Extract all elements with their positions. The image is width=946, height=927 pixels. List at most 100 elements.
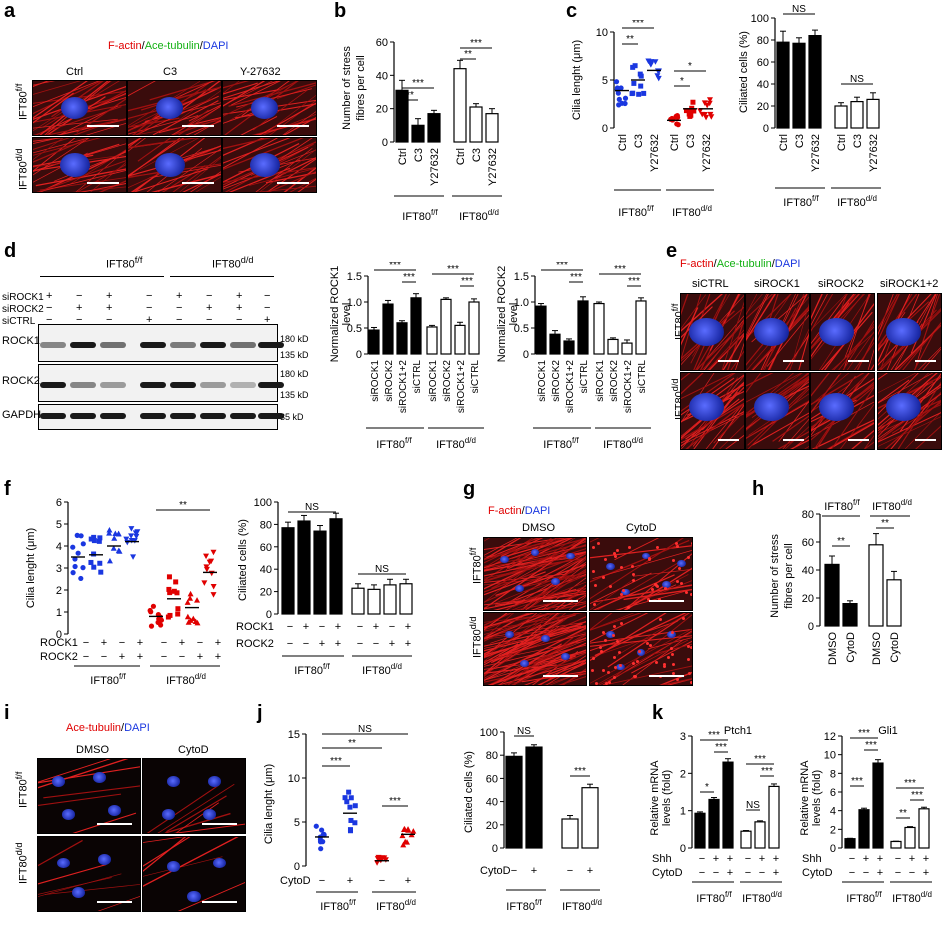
chart-f1-point xyxy=(210,584,217,590)
chart-k1-sig: NS xyxy=(746,800,760,811)
chart-d2-ylabel: level xyxy=(508,303,520,326)
chart-f1-point xyxy=(148,609,154,615)
chart-d1-xtick: siCTRL xyxy=(470,360,481,394)
chart-d1-xtick: siROCK1 xyxy=(370,360,381,402)
nucleus xyxy=(166,861,181,872)
blot-sign: + xyxy=(206,302,213,314)
chart-f1-sign: − xyxy=(83,651,89,663)
chart-c2-xtick: Ctrl xyxy=(778,134,790,151)
chart-c1-sig: * xyxy=(680,76,684,87)
chart-f1-point xyxy=(91,551,97,557)
chart-f2-sign: − xyxy=(287,638,293,650)
fibre-texture xyxy=(38,759,140,833)
panel-letter-e: e xyxy=(666,240,678,262)
panel-a-row1-label: IFT80f/f xyxy=(14,83,30,120)
chart-d1-ytick-label: 1.5 xyxy=(347,271,362,283)
chart-k2-sign: + xyxy=(923,853,929,865)
blot-band xyxy=(40,342,66,348)
chart-f1-point xyxy=(201,580,208,586)
chart-f2-sign: + xyxy=(405,621,411,633)
blot-band xyxy=(70,413,96,419)
chart-k2-bar xyxy=(918,808,930,849)
micrograph-image xyxy=(810,372,875,450)
chart-f1-point xyxy=(96,538,102,544)
chart-f2-rock1-label: ROCK1 xyxy=(236,621,274,633)
chart-f1-point xyxy=(106,530,113,536)
blot-band xyxy=(40,413,66,419)
chart-k2-ytick-label: 10 xyxy=(824,750,836,762)
chart-k1-sign: + xyxy=(759,853,765,865)
panel-a-stain-title: F-actin/Ace-tubulin/DAPI xyxy=(108,40,228,52)
chart-j1-point xyxy=(319,827,325,833)
chart-f1-point xyxy=(174,590,180,596)
blot-band xyxy=(200,382,226,388)
signal-spot xyxy=(663,664,667,668)
chart-f2-ytick-label: 100 xyxy=(254,497,272,509)
chart-c1-xtick: Ctrl xyxy=(669,134,681,151)
blot-band xyxy=(100,382,126,388)
panel-a-col-ctrl: Ctrl xyxy=(66,66,84,78)
chart-c1-point xyxy=(648,60,655,67)
chart-d2-bar xyxy=(621,342,633,355)
chart-f2-sign: − xyxy=(373,638,379,650)
chart-j1-sig: *** xyxy=(389,796,401,807)
chart-h-ytick-label: 80 xyxy=(802,509,814,521)
chart-k1-sig: *** xyxy=(754,754,766,765)
signal-spot xyxy=(679,581,683,585)
chart-f1-group-label: IFT80d/d xyxy=(166,672,206,687)
scale-bar xyxy=(847,360,869,362)
chart-d2-bar xyxy=(635,300,647,355)
chart-f2-bar xyxy=(399,583,413,615)
chart-j1-point xyxy=(410,828,417,834)
blot-sign: − xyxy=(146,302,153,314)
chart-f1-point xyxy=(165,614,171,620)
chart-b-xtick: Ctrl xyxy=(455,148,467,165)
chart-d2-sig: *** xyxy=(614,264,626,275)
nucleus xyxy=(156,97,184,119)
panel-letter-j: j xyxy=(257,702,263,724)
chart-j1-point xyxy=(342,795,348,801)
chart-j2-cytod-label: CytoD xyxy=(480,865,511,877)
chart-j1-ytick-label: 0 xyxy=(294,861,300,873)
chart-c2-xtick: Y27632 xyxy=(868,134,880,172)
chart-j1-point xyxy=(374,860,381,866)
chart-f2-sign: + xyxy=(335,621,341,633)
signal-spot xyxy=(619,622,623,626)
scale-bar xyxy=(276,182,309,184)
chart-j2-ytick-label: 100 xyxy=(480,727,498,739)
chart-d1-xtick: siROCK1+2 xyxy=(456,360,467,414)
fibre-texture xyxy=(590,538,692,610)
chart-f1-sign: + xyxy=(215,651,221,663)
chart-c1-point xyxy=(637,71,643,77)
chart-c2-bar xyxy=(792,42,806,129)
chart-j1-point xyxy=(347,827,353,833)
chart-f2-rock2-label: ROCK2 xyxy=(236,638,274,650)
chart-f2-sign: + xyxy=(303,621,309,633)
chart-k1-sign: − xyxy=(759,867,765,879)
chart-f2-sign: − xyxy=(303,638,309,650)
chart-f1-sign: − xyxy=(197,637,203,649)
chart-f1-point xyxy=(75,550,81,556)
chart-f2-group-label: IFT80d/d xyxy=(362,662,402,677)
nucleus xyxy=(161,809,176,820)
scale-bar xyxy=(202,901,237,903)
chart-c1-ytick-label: 0 xyxy=(602,123,608,135)
chart-d2-sig: *** xyxy=(556,262,568,271)
chart-k1-group-label: IFT80d/d xyxy=(742,890,782,905)
chart-c1-point xyxy=(675,122,681,128)
chart-f1-point xyxy=(123,536,130,543)
signal-spot xyxy=(602,575,606,579)
chart-c1-point xyxy=(645,58,652,65)
signal-spot xyxy=(682,617,686,621)
blot-band xyxy=(230,342,256,348)
chart-d2-xtick: siROCK1 xyxy=(537,360,548,402)
chart-f1-point xyxy=(133,533,140,540)
chart-b-bar xyxy=(485,113,499,143)
signal-spot xyxy=(614,554,618,558)
chart-k2-ytick-label: 4 xyxy=(830,806,836,818)
blot-sign: + xyxy=(236,290,243,302)
stain-acetub: Ace-tubulin xyxy=(144,40,200,52)
chart-f1-sig: ** xyxy=(179,500,187,511)
